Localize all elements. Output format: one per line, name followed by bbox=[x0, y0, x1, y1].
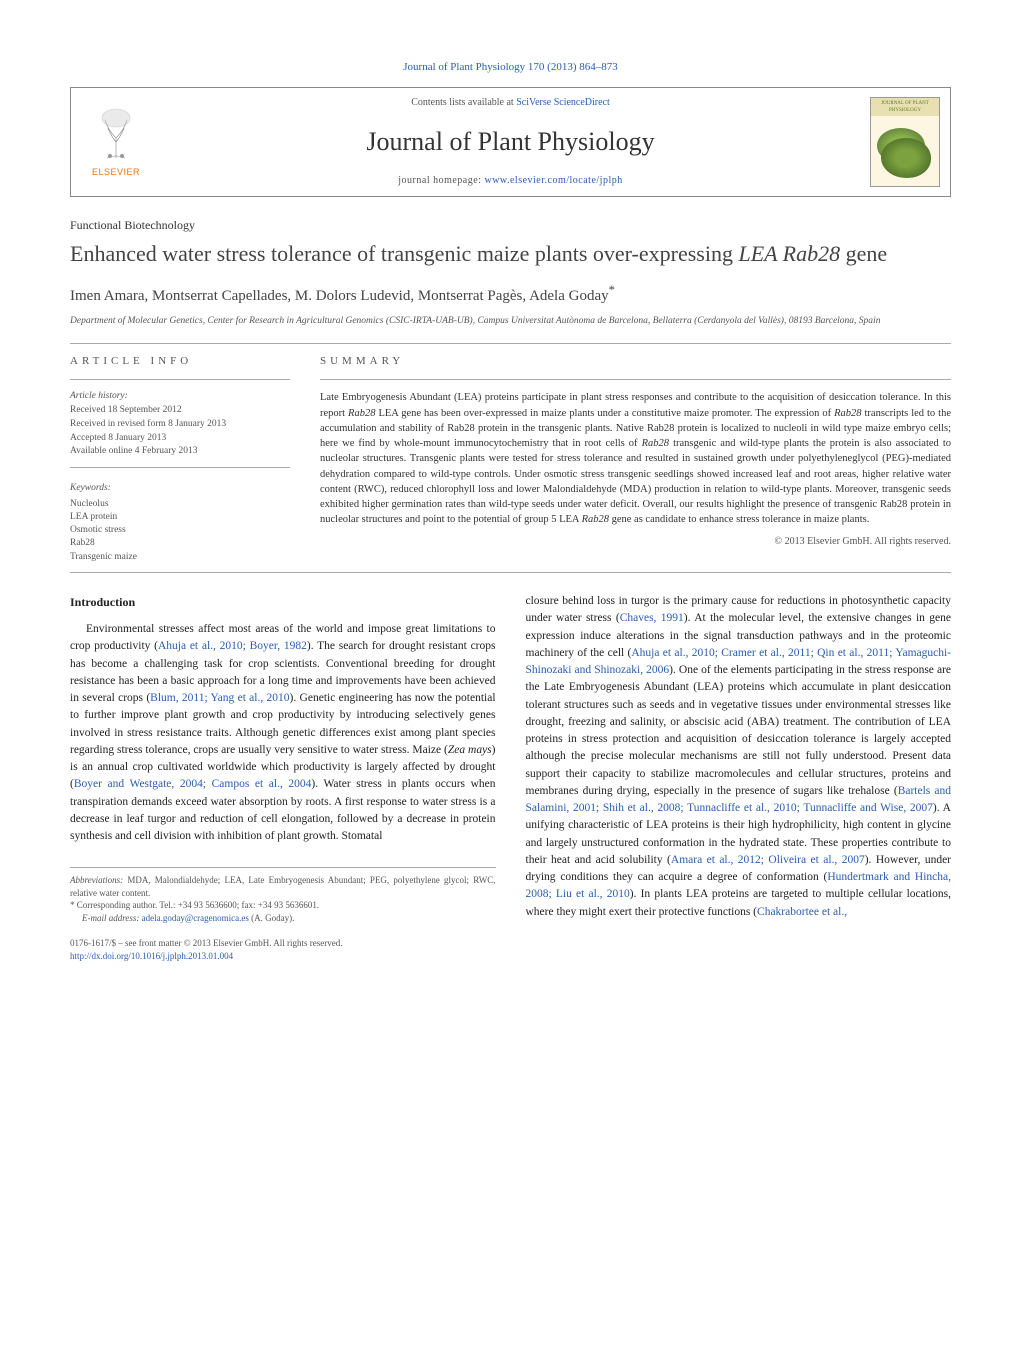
elsevier-tree-icon bbox=[91, 106, 141, 166]
citation-link[interactable]: Boyer and Westgate, 2004; Campos et al.,… bbox=[74, 778, 312, 790]
footnotes-block: Abbreviations: MDA, Malondialdehyde; LEA… bbox=[70, 867, 496, 924]
summary-text: Late Embryogenesis Abundant (LEA) protei… bbox=[320, 390, 951, 527]
elsevier-text: ELSEVIER bbox=[92, 166, 140, 179]
journal-header-box: ELSEVIER Contents lists available at Sci… bbox=[70, 87, 951, 197]
elsevier-logo[interactable]: ELSEVIER bbox=[71, 88, 161, 196]
homepage-prefix: journal homepage: bbox=[398, 175, 484, 186]
title-gene: LEA Rab28 bbox=[738, 241, 840, 266]
revised-date: Received in revised form 8 January 2013 bbox=[70, 418, 290, 432]
summary-span: transgenic and wild-type plants the prot… bbox=[320, 438, 951, 525]
text-span: ). One of the elements participating in … bbox=[526, 664, 952, 797]
separator-line bbox=[70, 343, 951, 344]
gene-name: Rab28 bbox=[348, 408, 375, 419]
abbr-label: Abbreviations: bbox=[70, 875, 123, 885]
body-columns: Introduction Environmental stresses affe… bbox=[70, 593, 951, 964]
title-part1: Enhanced water stress tolerance of trans… bbox=[70, 241, 738, 266]
title-part2: gene bbox=[840, 241, 887, 266]
body-column-left: Introduction Environmental stresses affe… bbox=[70, 593, 496, 964]
summary-copyright: © 2013 Elsevier GmbH. All rights reserve… bbox=[320, 535, 951, 549]
body-column-right: closure behind loss in turgor is the pri… bbox=[526, 593, 952, 964]
header-center: Contents lists available at SciVerse Sci… bbox=[161, 88, 860, 196]
abbreviations-footnote: Abbreviations: MDA, Malondialdehyde; LEA… bbox=[70, 874, 496, 899]
email-link[interactable]: adela.goday@cragenomica.es bbox=[142, 913, 249, 923]
abbr-text: MDA, Malondialdehyde; LEA, Late Embryoge… bbox=[70, 875, 496, 898]
contents-lists-line: Contents lists available at SciVerse Sci… bbox=[411, 96, 610, 110]
keywords-label: Keywords: bbox=[70, 482, 290, 495]
corresponding-author-marker[interactable]: * bbox=[609, 283, 615, 297]
summary-span: gene as candidate to enhance stress tole… bbox=[609, 514, 869, 525]
intro-paragraph: Environmental stresses affect most areas… bbox=[70, 621, 496, 845]
summary-block: SUMMARY Late Embryogenesis Abundant (LEA… bbox=[320, 354, 951, 564]
journal-reference: Journal of Plant Physiology 170 (2013) 8… bbox=[70, 60, 951, 75]
citation-link[interactable]: Amara et al., 2012; Oliveira et al., 200… bbox=[671, 854, 865, 866]
introduction-heading: Introduction bbox=[70, 593, 496, 611]
affiliation: Department of Molecular Genetics, Center… bbox=[70, 315, 951, 327]
journal-ref-link[interactable]: Journal of Plant Physiology 170 (2013) 8… bbox=[403, 61, 618, 73]
accepted-date: Accepted 8 January 2013 bbox=[70, 432, 290, 446]
summary-heading: SUMMARY bbox=[320, 354, 951, 369]
cover-seed-icon bbox=[881, 138, 931, 178]
separator-line bbox=[70, 467, 290, 468]
email-label: E-mail address: bbox=[82, 913, 139, 923]
article-info-heading: ARTICLE INFO bbox=[70, 354, 290, 369]
keyword: LEA protein bbox=[70, 511, 290, 524]
journal-cover-thumbnail[interactable]: JOURNAL OF PLANT PHYSIOLOGY bbox=[860, 88, 950, 196]
intro-paragraph-continued: closure behind loss in turgor is the pri… bbox=[526, 593, 952, 921]
online-date: Available online 4 February 2013 bbox=[70, 445, 290, 459]
received-date: Received 18 September 2012 bbox=[70, 404, 290, 418]
sciencedirect-link[interactable]: SciVerse ScienceDirect bbox=[516, 97, 610, 108]
article-info-block: ARTICLE INFO Article history: Received 1… bbox=[70, 354, 290, 564]
separator-line bbox=[70, 379, 290, 380]
species-name: Zea mays bbox=[448, 744, 492, 756]
keyword: Rab28 bbox=[70, 537, 290, 550]
journal-name: Journal of Plant Physiology bbox=[366, 124, 654, 160]
doi-link[interactable]: http://dx.doi.org/10.1016/j.jplph.2013.0… bbox=[70, 951, 233, 961]
journal-homepage-line: journal homepage: www.elsevier.com/locat… bbox=[398, 174, 622, 188]
bottom-bar: 0176-1617/$ – see front matter © 2013 El… bbox=[70, 937, 496, 964]
citation-link[interactable]: Chakrabortee et al., bbox=[757, 906, 847, 918]
email-suffix: (A. Goday). bbox=[249, 913, 295, 923]
contents-prefix: Contents lists available at bbox=[411, 97, 516, 108]
citation-link[interactable]: Blum, 2011; Yang et al., 2010 bbox=[150, 692, 289, 704]
history-label: Article history: bbox=[70, 390, 290, 404]
section-label: Functional Biotechnology bbox=[70, 217, 951, 234]
citation-link[interactable]: Chaves, 1991 bbox=[620, 612, 684, 624]
corresponding-footnote: * Corresponding author. Tel.: +34 93 563… bbox=[70, 899, 496, 912]
authors-line: Imen Amara, Montserrat Capellades, M. Do… bbox=[70, 282, 951, 307]
citation-link[interactable]: Ahuja et al., 2010; Boyer, 1982 bbox=[158, 640, 307, 652]
corr-text: Corresponding author. Tel.: +34 93 56366… bbox=[75, 900, 320, 910]
separator-line bbox=[70, 572, 951, 573]
cover-title-text: JOURNAL OF PLANT PHYSIOLOGY bbox=[871, 98, 939, 116]
cover-image: JOURNAL OF PLANT PHYSIOLOGY bbox=[870, 97, 940, 187]
keyword: Nucleolus bbox=[70, 498, 290, 511]
article-title: Enhanced water stress tolerance of trans… bbox=[70, 240, 951, 268]
separator-line bbox=[320, 379, 951, 380]
email-footnote: E-mail address: adela.goday@cragenomica.… bbox=[70, 912, 496, 925]
summary-span: LEA gene has been over-expressed in maiz… bbox=[375, 408, 834, 419]
keyword: Osmotic stress bbox=[70, 524, 290, 537]
keyword: Transgenic maize bbox=[70, 551, 290, 564]
gene-name: Rab28 bbox=[834, 408, 861, 419]
gene-name: Rab28 bbox=[642, 438, 669, 449]
gene-name: Rab28 bbox=[582, 514, 609, 525]
issn-line: 0176-1617/$ – see front matter © 2013 El… bbox=[70, 937, 496, 951]
authors-names: Imen Amara, Montserrat Capellades, M. Do… bbox=[70, 288, 609, 304]
homepage-link[interactable]: www.elsevier.com/locate/jplph bbox=[484, 175, 622, 186]
